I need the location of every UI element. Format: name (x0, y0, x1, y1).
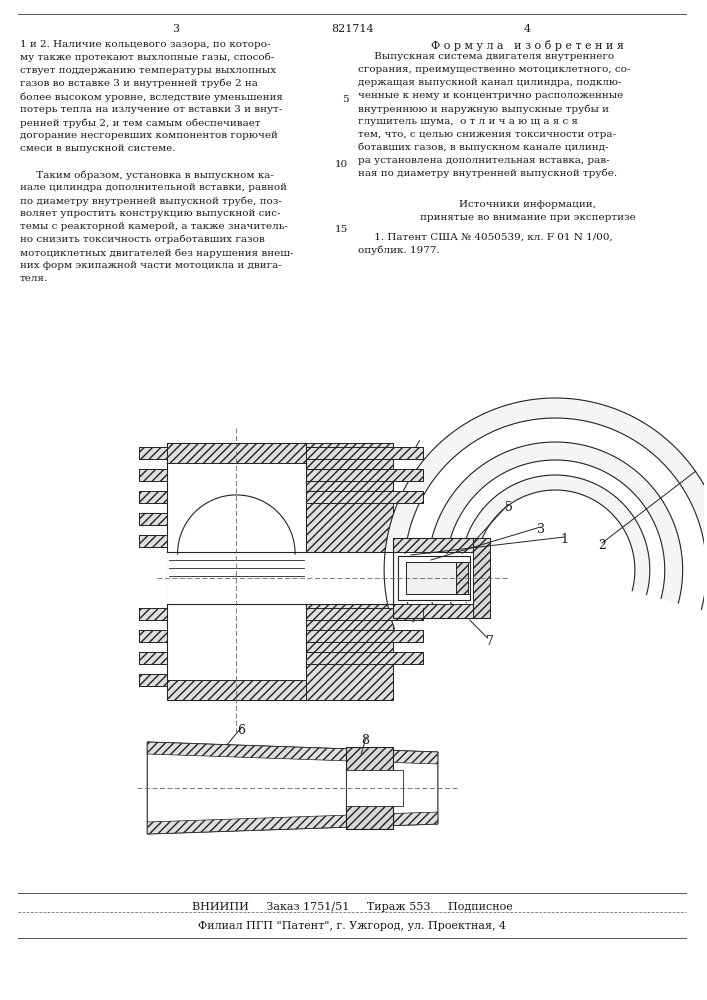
Polygon shape (139, 491, 167, 503)
Polygon shape (139, 652, 167, 664)
Text: внутреннюю и наружную выпускные трубы и: внутреннюю и наружную выпускные трубы и (358, 104, 609, 113)
Text: му также протекают выхлопные газы, способ-: му также протекают выхлопные газы, спосо… (20, 53, 274, 62)
Text: 4: 4 (415, 447, 423, 460)
Text: принятые во внимание при экспертизе: принятые во внимание при экспертизе (419, 213, 636, 222)
Polygon shape (346, 747, 393, 829)
Polygon shape (461, 475, 650, 602)
Polygon shape (305, 447, 423, 459)
Polygon shape (305, 469, 423, 481)
Polygon shape (346, 770, 403, 806)
Text: сгорания, преимущественно мотоциклетного, со-: сгорания, преимущественно мотоциклетного… (358, 65, 631, 74)
Polygon shape (139, 513, 167, 525)
Text: 5: 5 (341, 95, 349, 104)
Text: 5: 5 (505, 501, 513, 514)
Text: 8: 8 (361, 734, 369, 747)
Polygon shape (147, 812, 438, 834)
Text: 3: 3 (537, 523, 545, 536)
Polygon shape (384, 398, 707, 629)
Text: 1 и 2. Наличие кольцевого зазора, по которо-: 1 и 2. Наличие кольцевого зазора, по кот… (20, 40, 270, 49)
Text: 10: 10 (335, 160, 349, 169)
Text: газов во вставке 3 и внутренней трубе 2 на: газов во вставке 3 и внутренней трубе 2 … (20, 79, 258, 89)
Polygon shape (473, 538, 490, 618)
Text: 7: 7 (486, 635, 493, 648)
Text: ная по диаметру внутренней выпускной трубе.: ная по диаметру внутренней выпускной тру… (358, 169, 617, 178)
Polygon shape (167, 680, 305, 700)
Text: ра установлена дополнительная вставка, рав-: ра установлена дополнительная вставка, р… (358, 156, 610, 165)
Text: опублик. 1977.: опублик. 1977. (358, 245, 440, 255)
Text: Таким образом, установка в выпускном ка-: Таким образом, установка в выпускном ка- (20, 170, 274, 180)
Text: 2: 2 (598, 539, 606, 552)
Text: но снизить токсичность отработавших газов: но снизить токсичность отработавших газо… (20, 235, 264, 244)
Text: Филиал ПГП "Патент", г. Ужгород, ул. Проектная, 4: Филиал ПГП "Патент", г. Ужгород, ул. Про… (198, 921, 506, 931)
Text: воляет упростить конструкцию выпускной сис-: воляет упростить конструкцию выпускной с… (20, 209, 281, 218)
Text: Источники информации,: Источники информации, (459, 200, 596, 209)
Text: держащая выпускной канал цилиндра, подклю-: держащая выпускной канал цилиндра, подкл… (358, 78, 621, 87)
Polygon shape (147, 742, 438, 764)
Polygon shape (139, 447, 167, 459)
Polygon shape (305, 652, 423, 664)
Text: Выпускная система двигателя внутреннего: Выпускная система двигателя внутреннего (358, 52, 614, 61)
Text: темы с реакторной камерой, а также значитель-: темы с реакторной камерой, а также значи… (20, 222, 288, 231)
Text: 15: 15 (335, 225, 349, 234)
Text: глушитель шума,  о т л и ч а ю щ а я с я: глушитель шума, о т л и ч а ю щ а я с я (358, 117, 578, 126)
Polygon shape (139, 608, 167, 620)
Polygon shape (147, 742, 438, 834)
Text: ботавших газов, в выпускном канале цилинд-: ботавших газов, в выпускном канале цилин… (358, 143, 609, 152)
Text: смеси в выпускной системе.: смеси в выпускной системе. (20, 144, 175, 153)
Text: мотоциклетных двигателей без нарушения внеш-: мотоциклетных двигателей без нарушения в… (20, 248, 293, 257)
Polygon shape (456, 562, 468, 594)
Polygon shape (305, 630, 423, 642)
Text: ВНИИПИ     Заказ 1751/51     Тираж 553     Подписное: ВНИИПИ Заказ 1751/51 Тираж 553 Подписное (192, 902, 513, 912)
Polygon shape (167, 443, 305, 463)
Text: ствует поддержанию температуры выхлопных: ствует поддержанию температуры выхлопных (20, 66, 276, 75)
Polygon shape (167, 552, 305, 604)
Polygon shape (139, 630, 167, 642)
Text: теля.: теля. (20, 274, 48, 283)
Text: по диаметру внутренней выпускной трубе, поз-: по диаметру внутренней выпускной трубе, … (20, 196, 282, 206)
Polygon shape (393, 604, 478, 618)
Text: 821714: 821714 (331, 24, 373, 34)
Text: 4: 4 (524, 24, 531, 34)
Text: 1: 1 (560, 533, 568, 546)
Text: ренней трубы 2, и тем самым обеспечивает: ренней трубы 2, и тем самым обеспечивает (20, 118, 260, 127)
Polygon shape (305, 608, 423, 620)
Polygon shape (139, 469, 167, 481)
Polygon shape (305, 491, 423, 503)
Polygon shape (428, 442, 683, 614)
Polygon shape (406, 562, 469, 594)
Polygon shape (305, 443, 393, 700)
Text: 6: 6 (237, 724, 245, 737)
Text: Ф о р м у л а   и з о б р е т е н и я: Ф о р м у л а и з о б р е т е н и я (431, 40, 624, 51)
Text: ченные к нему и концентрично расположенные: ченные к нему и концентрично расположенн… (358, 91, 624, 100)
Text: 1. Патент США № 4050539, кл. F 01 N 1/00,: 1. Патент США № 4050539, кл. F 01 N 1/00… (358, 232, 613, 241)
Polygon shape (167, 443, 305, 700)
Polygon shape (305, 552, 393, 604)
Text: тем, что, с целью снижения токсичности отра-: тем, что, с целью снижения токсичности о… (358, 130, 617, 139)
Text: потерь тепла на излучение от вставки 3 и внут-: потерь тепла на излучение от вставки 3 и… (20, 105, 282, 114)
Polygon shape (398, 554, 478, 602)
Polygon shape (139, 674, 167, 686)
Polygon shape (393, 538, 478, 552)
Text: 3: 3 (173, 24, 180, 34)
Text: более высоком уровне, вследствие уменьшения: более высоком уровне, вследствие уменьше… (20, 92, 283, 102)
Polygon shape (139, 535, 167, 547)
Text: них форм экипажной части мотоцикла и двига-: них форм экипажной части мотоцикла и дви… (20, 261, 281, 270)
Polygon shape (398, 556, 469, 600)
Text: догорание несгоревших компонентов горючей: догорание несгоревших компонентов горюче… (20, 131, 278, 140)
Text: нале цилиндра дополнительной вставки, равной: нале цилиндра дополнительной вставки, ра… (20, 183, 287, 192)
